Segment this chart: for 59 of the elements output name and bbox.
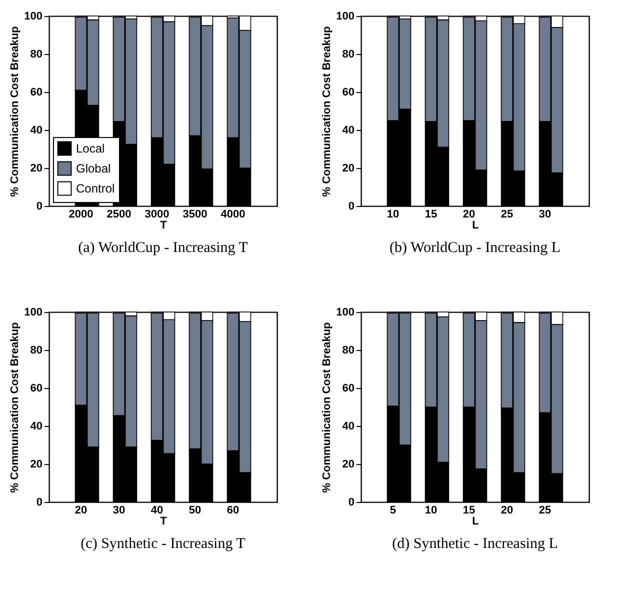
y-tick-label: 80 [30,344,42,356]
x-axis-title: L [472,220,480,232]
x-tick-label: 40 [150,504,164,516]
legend-label: Control [76,182,115,196]
y-tick-label: 0 [348,200,354,212]
x-axis-title: L [472,516,480,528]
legend-label: Global [76,162,111,176]
y-tick-label: 0 [36,200,42,212]
y-tick-label: 80 [342,344,354,356]
x-tick-label: 15 [462,504,476,516]
y-tick-label: 60 [342,86,354,98]
y-axis-title: % Communication Cost Breakup [9,26,22,197]
y-axis-title: % Communication Cost Breakup [321,26,334,197]
x-tick-label: 10 [386,208,400,220]
x-tick-label: 3000 [144,208,170,220]
y-tick-label: 100 [24,10,42,22]
x-tick-label: 20 [500,504,514,516]
x-tick-label: 3500 [182,208,208,220]
x-tick-label: 20 [462,208,476,220]
y-axis-title: % Communication Cost Breakup [9,322,22,493]
text: (c) Synthetic - Increasing T [80,536,246,552]
y-tick-label: 0 [36,496,42,508]
y-tick-label: 100 [336,306,354,318]
y-tick-label: 20 [30,458,42,470]
y-tick-label: 0 [348,496,354,508]
x-axis-title: T [160,220,168,232]
y-tick-label: 20 [30,162,42,174]
y-tick-label: 20 [342,162,354,174]
x-tick-label: 60 [226,504,240,516]
y-tick-label: 80 [30,48,42,60]
x-tick-label: 15 [424,208,438,220]
y-tick-label: 40 [342,420,354,432]
x-tick-label: 20 [74,504,88,516]
x-tick-label: 30 [538,208,552,220]
y-tick-label: 40 [342,124,354,136]
y-axis-title: % Communication Cost Breakup [321,322,334,493]
y-tick-label: 40 [30,124,42,136]
y-tick-label: 80 [342,48,354,60]
x-tick-label: 4000 [220,208,246,220]
x-tick-label: 2000 [68,208,94,220]
y-tick-label: 60 [30,86,42,98]
x-tick-label: 30 [112,504,126,516]
x-tick-label: 50 [188,504,202,516]
y-tick-label: 100 [24,306,42,318]
y-tick-label: 60 [30,382,42,394]
x-tick-label: 25 [500,208,514,220]
y-tick-label: 100 [336,10,354,22]
text: (a) WorldCup - Increasing T [78,240,248,256]
text: (b) WorldCup - Increasing L [390,240,560,256]
x-axis-title: T [160,516,168,528]
x-tick-label: 2500 [106,208,132,220]
x-tick-label: 25 [538,504,552,516]
text: (d) Synthetic - Increasing L [392,536,558,552]
y-tick-label: 20 [342,458,354,470]
x-tick-label: 10 [424,504,438,516]
y-tick-label: 60 [342,382,354,394]
legend-label: Local [76,142,105,156]
y-tick-label: 40 [30,420,42,432]
x-tick-label: 5 [390,504,396,516]
